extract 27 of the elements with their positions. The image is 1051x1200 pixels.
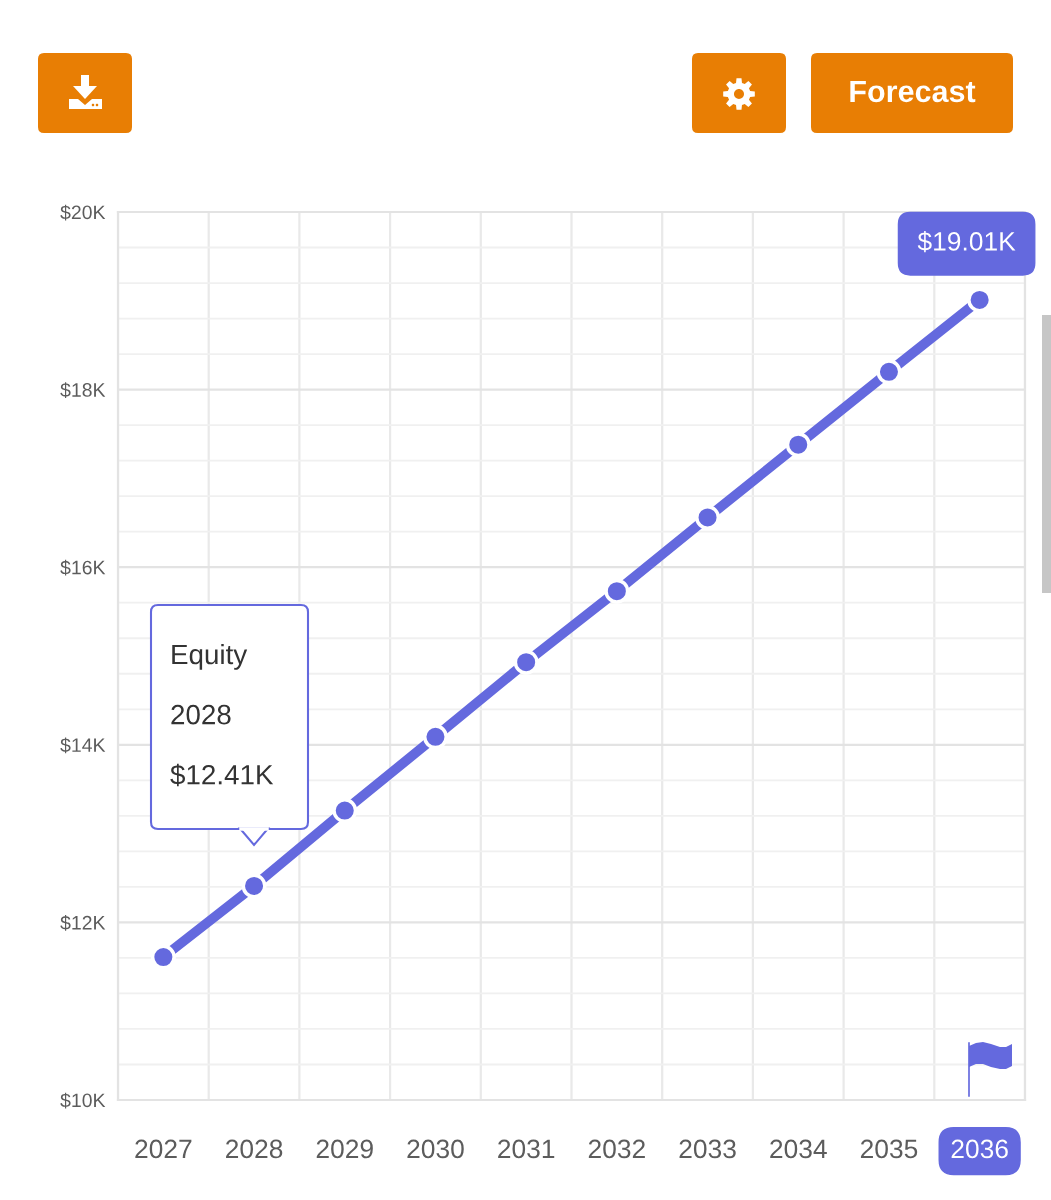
point — [785, 432, 811, 458]
text: Forecast — [850, 80, 976, 103]
x-tick-label: 2034 — [770, 1139, 827, 1159]
point — [241, 873, 267, 899]
point — [604, 578, 630, 604]
data-label: $19.01K — [917, 230, 1016, 253]
y-tick-label: $14K — [60, 737, 106, 754]
x-tick-label: 2035 — [860, 1139, 918, 1159]
x-tick-label: 2029 — [316, 1139, 373, 1159]
y-tick-label: $10K — [60, 1092, 106, 1109]
x-tick-label: 2027 — [135, 1139, 192, 1159]
text: Equity 2028 $12.41K — [170, 643, 274, 787]
point — [422, 724, 448, 750]
x-tick-label: 2028 — [226, 1139, 283, 1159]
x-tick-label: 2030 — [407, 1139, 464, 1159]
x-tick-label: 2033 — [679, 1139, 736, 1159]
y-tick-label: $20K — [60, 204, 106, 221]
y-tick-label: $12K — [60, 915, 106, 931]
point — [332, 798, 358, 824]
y-tick-label: $16K — [60, 559, 106, 576]
point — [876, 359, 902, 385]
x-tick-label: 2036 — [951, 1139, 1008, 1159]
point — [695, 504, 721, 530]
x-tick-label: 2032 — [588, 1139, 645, 1159]
point — [513, 649, 539, 675]
y-tick-label: $18K — [60, 382, 106, 398]
x-tick-label: 2031 — [498, 1139, 555, 1159]
